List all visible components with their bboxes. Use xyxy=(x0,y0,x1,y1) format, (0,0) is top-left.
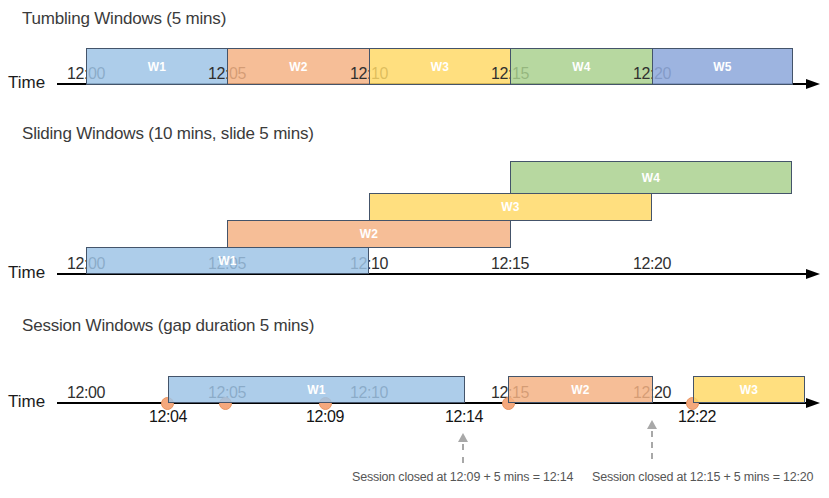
session-window-w3: W3 xyxy=(693,376,805,403)
tumbling-window-w5: W5 xyxy=(652,48,793,85)
session-annotation-2: Session closed at 12:15 + 5 mins = 12:20 xyxy=(592,470,813,484)
dashed-arrow-line xyxy=(462,444,464,463)
window-label: W5 xyxy=(713,60,732,74)
sliding-section-title: Sliding Windows (10 mins, slide 5 mins) xyxy=(22,124,314,144)
windowing-diagram: Tumbling Windows (5 mins) Time W1 W2 W3 … xyxy=(0,0,829,498)
session-annotation-1: Session closed at 12:09 + 5 mins = 12:14 xyxy=(352,470,573,484)
event-time-label-12-09: 12:09 xyxy=(293,408,357,426)
sliding-window-w3: W3 xyxy=(369,193,652,221)
tumbling-time-axis-label: Time xyxy=(8,73,45,93)
window-label: W2 xyxy=(289,60,308,74)
sliding-window-w1: W1 xyxy=(86,247,369,274)
session-section-title: Session Windows (gap duration 5 mins) xyxy=(22,316,314,336)
window-label: W2 xyxy=(360,227,379,241)
window-label: W2 xyxy=(571,383,590,397)
dashed-arrow-icon xyxy=(458,433,468,442)
sliding-window-w2: W2 xyxy=(227,220,511,248)
window-label: W1 xyxy=(307,383,326,397)
dashed-arrow-icon xyxy=(647,420,657,429)
window-label: W1 xyxy=(218,254,237,268)
tick-label-12-20: 12:20 xyxy=(620,255,684,273)
session-time-axis-label: Time xyxy=(8,392,45,412)
window-label: W1 xyxy=(148,60,167,74)
tick-label-12-00: 12:00 xyxy=(54,384,118,402)
tumbling-section-title: Tumbling Windows (5 mins) xyxy=(22,9,226,29)
sliding-window-w4: W4 xyxy=(510,161,792,194)
event-time-label-12-14: 12:14 xyxy=(432,408,496,426)
sliding-time-axis-label: Time xyxy=(8,263,45,283)
dashed-arrow-line xyxy=(651,431,653,459)
sliding-timeline-arrow-icon xyxy=(806,269,820,279)
window-label: W3 xyxy=(431,60,450,74)
event-time-label-12-04: 12:04 xyxy=(136,408,200,426)
event-time-label-12-22: 12:22 xyxy=(665,408,729,426)
window-label: W4 xyxy=(572,60,591,74)
session-window-w1: W1 xyxy=(168,376,465,403)
session-timeline-arrow-icon xyxy=(806,398,820,408)
tick-label-12-15: 12:15 xyxy=(478,255,542,273)
window-label: W3 xyxy=(740,383,759,397)
window-label: W4 xyxy=(642,171,661,185)
window-label: W3 xyxy=(501,200,520,214)
tumbling-timeline-arrow-icon xyxy=(806,79,820,89)
session-window-w2: W2 xyxy=(508,376,653,403)
